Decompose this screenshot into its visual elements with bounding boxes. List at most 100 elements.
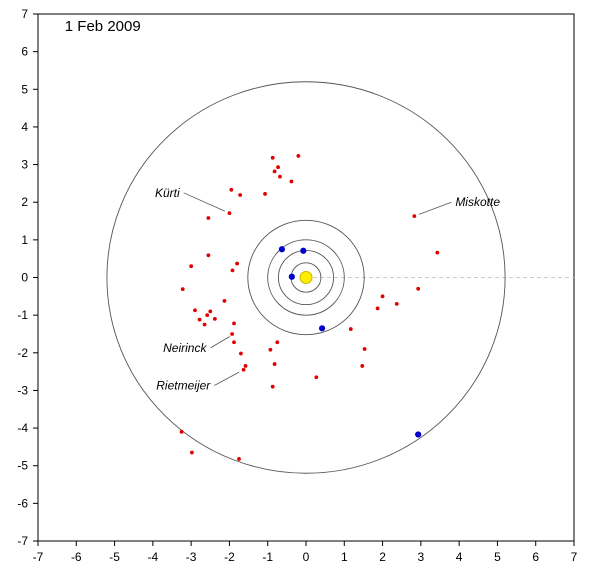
- orbit-4: [247, 219, 365, 336]
- x-tick-label: -2: [224, 550, 235, 564]
- comet-point: [227, 211, 232, 216]
- comet-point: [235, 261, 239, 266]
- comet-point: [189, 264, 194, 269]
- comet-point: [222, 298, 227, 303]
- comets: [179, 154, 440, 461]
- x-tick-label: 5: [494, 550, 501, 564]
- x-tick-label: 7: [571, 550, 578, 564]
- comet-point: [197, 317, 202, 322]
- x-tick-label: -3: [186, 550, 197, 564]
- y-tick-label: 0: [21, 271, 28, 285]
- comet-point: [237, 457, 241, 461]
- x-tick-label: -7: [33, 550, 44, 564]
- comet-point: [239, 351, 243, 356]
- x-tick-label: -6: [71, 550, 82, 564]
- annotation-label: Kürti: [155, 186, 180, 200]
- comet-point: [268, 347, 273, 352]
- comet-point: [314, 375, 319, 380]
- planet-point: [415, 431, 422, 438]
- orbit-3: [267, 239, 345, 316]
- x-tick-label: 6: [532, 550, 539, 564]
- annotation-leader: [210, 336, 230, 349]
- y-tick-label: -1: [17, 308, 28, 322]
- y-axis: 7 6 5 4 3 2 1 0 -1 -2 -3 -4 -5 -6 -7: [17, 7, 38, 548]
- comet-point: [375, 306, 380, 311]
- comet-point: [412, 214, 417, 219]
- y-tick-label: 4: [21, 120, 28, 134]
- comet-point: [289, 179, 294, 184]
- y-tick-label: -2: [17, 346, 28, 360]
- comet-point: [263, 192, 267, 196]
- comet-point: [202, 322, 207, 327]
- comet-point: [243, 364, 248, 368]
- x-tick-label: 0: [303, 550, 310, 564]
- y-tick-label: -7: [17, 534, 28, 548]
- y-tick-label: 7: [21, 7, 28, 21]
- sun: [299, 271, 313, 284]
- comet-point: [278, 174, 282, 179]
- comet-point: [394, 301, 399, 306]
- annotation-leader: [418, 201, 452, 215]
- comet-point: [276, 165, 280, 170]
- comet-point: [206, 216, 211, 220]
- x-tick-label: 1: [341, 550, 348, 564]
- comet-point: [362, 347, 367, 351]
- comet-point: [416, 286, 421, 291]
- comet-point: [229, 187, 234, 192]
- x-tick-label: 3: [418, 550, 425, 564]
- annotation-leader: [214, 371, 240, 386]
- comet-point: [360, 364, 365, 368]
- y-tick-label: 2: [21, 195, 28, 209]
- comet-point: [230, 332, 235, 336]
- planet-point: [300, 247, 307, 254]
- x-tick-label: -1: [262, 550, 273, 564]
- planet-point: [278, 246, 285, 253]
- annotations: Kürti Miskotte Neirinck Rietmeijer: [155, 186, 500, 393]
- x-axis: -7 -6 -5 -4 -3 -2 -1 0 1 2 3 4 5 6 7: [33, 541, 578, 564]
- comet-point: [208, 309, 213, 314]
- comet-point: [348, 327, 353, 331]
- comet-point: [380, 294, 385, 299]
- planet-point: [318, 325, 326, 332]
- y-tick-label: -5: [17, 459, 28, 473]
- y-tick-label: -6: [17, 496, 28, 510]
- x-tick-label: -4: [148, 550, 159, 564]
- comet-point: [180, 287, 185, 292]
- planet-point: [288, 273, 295, 280]
- y-tick-label: 3: [21, 158, 28, 172]
- y-tick-label: 5: [21, 82, 28, 96]
- annotation-label: Rietmeijer: [156, 379, 211, 393]
- comet-point: [179, 429, 184, 434]
- comet-point: [205, 313, 210, 318]
- comet-point: [212, 317, 217, 321]
- annotation-label: Miskotte: [455, 195, 500, 209]
- chart-title: 1 Feb 2009: [65, 18, 141, 35]
- y-tick-label: 6: [21, 45, 28, 59]
- orbit-5: [106, 81, 506, 474]
- comet-point: [232, 321, 236, 326]
- comet-point: [238, 193, 243, 197]
- comet-point: [296, 154, 301, 158]
- comet-point: [435, 250, 440, 255]
- comet-point: [190, 450, 194, 455]
- comet-point: [193, 308, 197, 313]
- comet-point: [272, 362, 277, 366]
- x-tick-label: 4: [456, 550, 463, 564]
- x-tick-label: 2: [379, 550, 386, 564]
- comet-point: [241, 367, 246, 372]
- comet-point: [232, 340, 236, 345]
- annotation-leader: [183, 192, 226, 212]
- comet-point: [270, 384, 275, 389]
- orbits: [106, 81, 506, 474]
- y-tick-label: -3: [17, 383, 28, 397]
- comet-point: [230, 268, 235, 273]
- y-tick-label: 1: [21, 233, 28, 247]
- comet-point: [206, 253, 211, 258]
- comet-point: [275, 340, 280, 345]
- comet-point: [270, 155, 275, 160]
- plot-area: Kürti Miskotte Neirinck Rietmeijer 1 Feb 20…: [37, 13, 575, 542]
- x-tick-label: -5: [109, 550, 120, 564]
- annotation-label: Neirinck: [163, 341, 207, 355]
- comet-point: [272, 169, 277, 174]
